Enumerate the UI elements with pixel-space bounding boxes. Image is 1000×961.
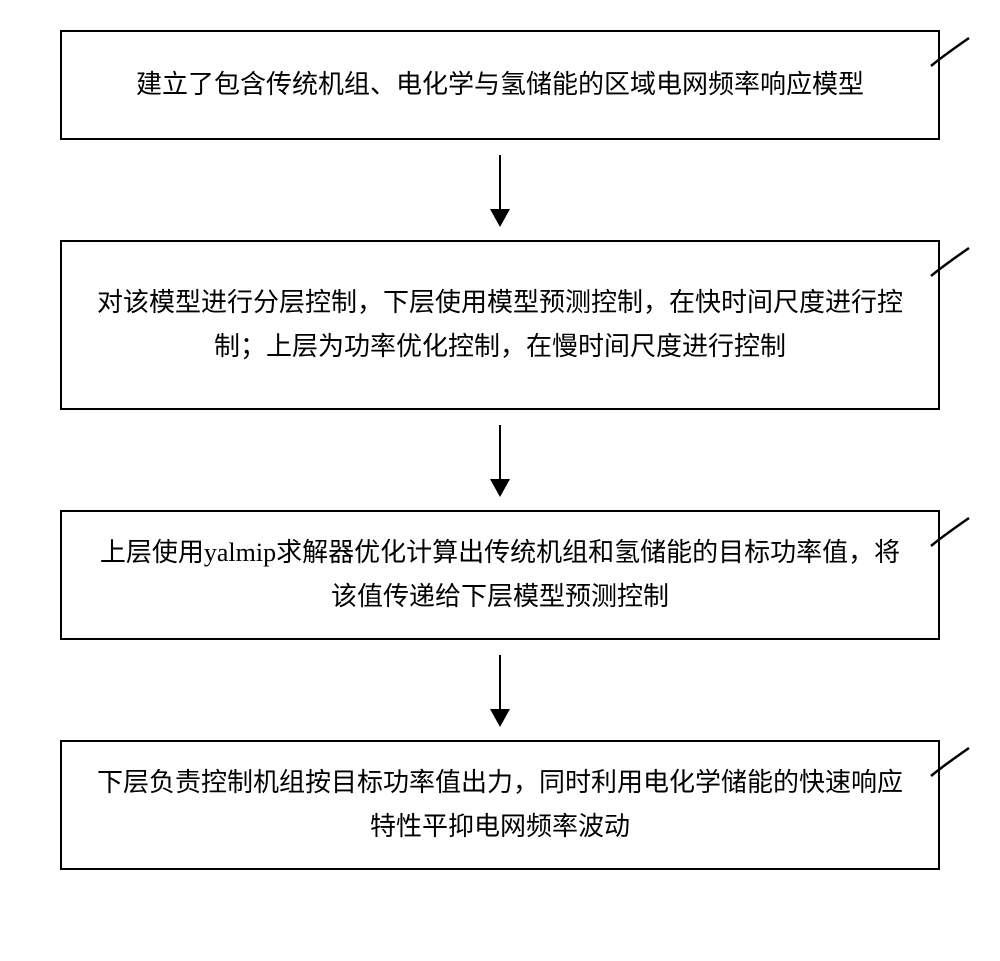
flowchart-node: 对该模型进行分层控制，下层使用模型预测控制，在快时间尺度进行控制；上层为功率优化… (60, 240, 940, 410)
step-2-text: 对该模型进行分层控制，下层使用模型预测控制，在快时间尺度进行控制；上层为功率优化… (90, 281, 910, 369)
step-3-box: 上层使用yalmip求解器优化计算出传统机组和氢储能的目标功率值，将该值传递给下… (60, 510, 940, 640)
step-3-text: 上层使用yalmip求解器优化计算出传统机组和氢储能的目标功率值，将该值传递给下… (90, 531, 910, 619)
step-4-box: 下层负责控制机组按目标功率值出力，同时利用电化学储能的快速响应特性平抑电网频率波… (60, 740, 940, 870)
arrow-connector (60, 410, 940, 510)
arrow-down-icon (499, 425, 501, 495)
flowchart-node: 上层使用yalmip求解器优化计算出传统机组和氢储能的目标功率值，将该值传递给下… (60, 510, 940, 640)
step-1-box: 建立了包含传统机组、电化学与氢储能的区域电网频率响应模型 (60, 30, 940, 140)
tick-mark-icon (929, 746, 975, 784)
step-2-box: 对该模型进行分层控制，下层使用模型预测控制，在快时间尺度进行控制；上层为功率优化… (60, 240, 940, 410)
step-1-text: 建立了包含传统机组、电化学与氢储能的区域电网频率响应模型 (136, 63, 864, 107)
flowchart-node: 建立了包含传统机组、电化学与氢储能的区域电网频率响应模型 (60, 30, 940, 140)
flowchart-node: 下层负责控制机组按目标功率值出力，同时利用电化学储能的快速响应特性平抑电网频率波… (60, 740, 940, 870)
arrow-down-icon (499, 155, 501, 225)
tick-mark-icon (929, 246, 975, 284)
arrow-connector (60, 640, 940, 740)
tick-mark-icon (929, 516, 975, 554)
step-4-text: 下层负责控制机组按目标功率值出力，同时利用电化学储能的快速响应特性平抑电网频率波… (90, 761, 910, 849)
arrow-down-icon (499, 655, 501, 725)
tick-mark-icon (929, 36, 975, 74)
flowchart-container: 建立了包含传统机组、电化学与氢储能的区域电网频率响应模型 对该模型进行分层控制，… (60, 30, 940, 870)
arrow-connector (60, 140, 940, 240)
